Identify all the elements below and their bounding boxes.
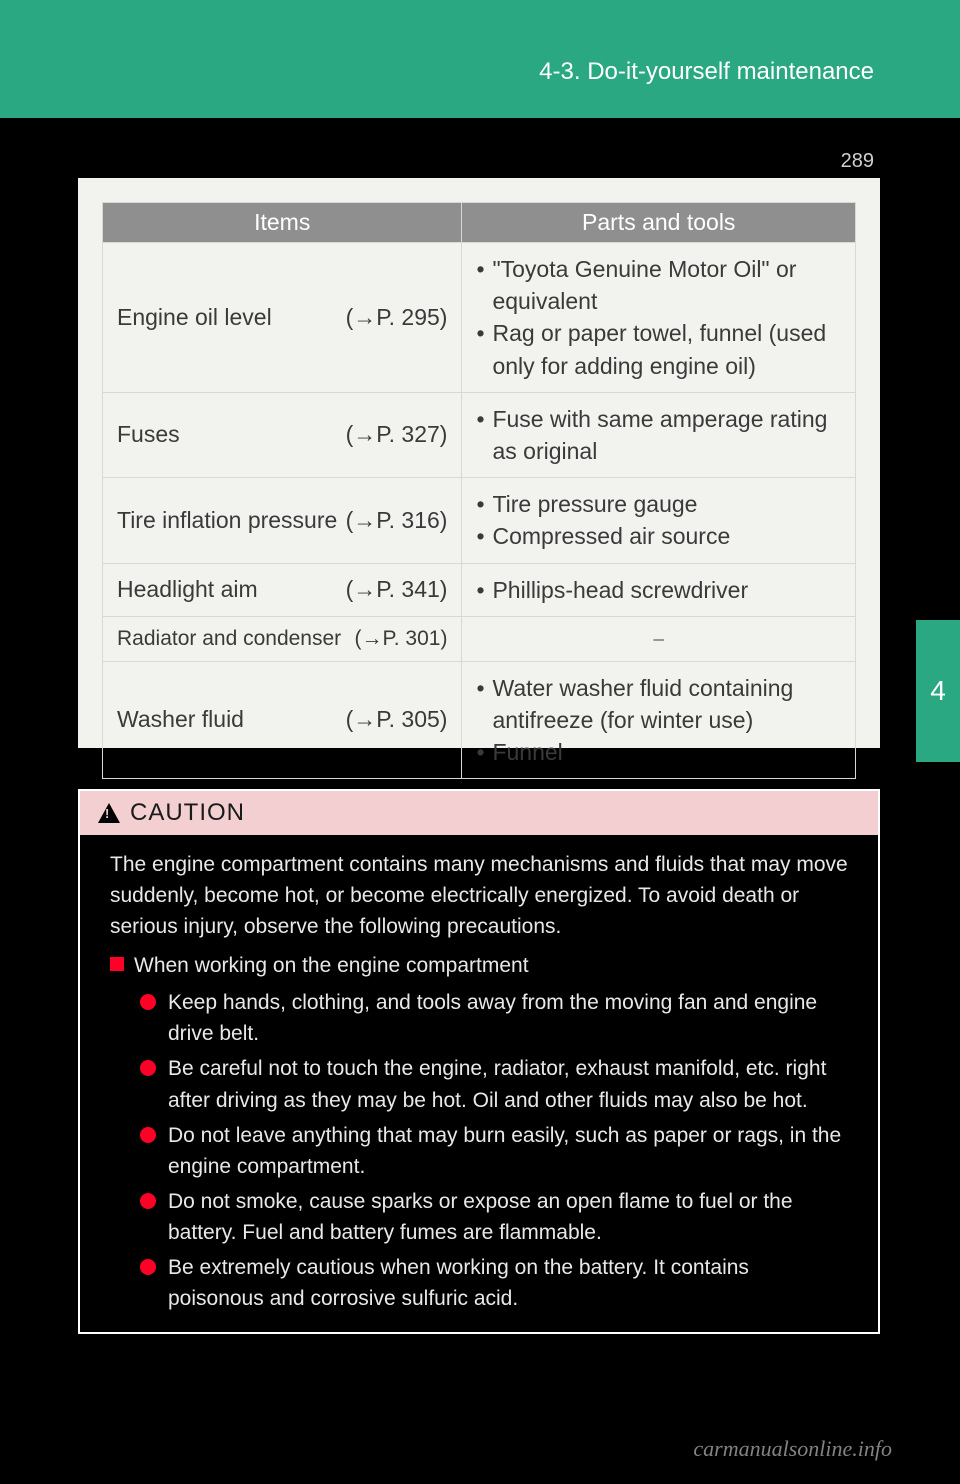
- tools-text: "Toyota Genuine Motor Oil" or equivalent: [492, 253, 841, 317]
- bullet-dot-icon: •: [476, 253, 492, 285]
- red-bullet-icon: [140, 994, 156, 1010]
- caution-bullet-text: Do not smoke, cause sparks or expose an …: [168, 1186, 848, 1248]
- tools-list-item: •Compressed air source: [476, 520, 841, 552]
- table-row: Headlight aim (→P. 341) •Phillips-head scr…: [103, 563, 856, 616]
- caution-header: ! CAUTION: [80, 791, 878, 835]
- bullet-dot-icon: •: [476, 317, 492, 349]
- tools-list: •Water washer fluid containing antifreez…: [476, 672, 841, 769]
- tools-cell: •Water washer fluid containing antifreez…: [462, 661, 856, 779]
- tools-cell: •Phillips-head screwdriver: [462, 563, 856, 616]
- tools-list-item: •Rag or paper towel, funnel (used only f…: [476, 317, 841, 381]
- tools-list-item: •Fuse with same amperage rating as origi…: [476, 403, 841, 467]
- tools-cell: ⎯: [462, 616, 856, 661]
- item-page-ref: (→P. 327): [346, 421, 448, 448]
- col-parts-header: Parts and tools: [462, 203, 856, 243]
- tools-text: Tire pressure gauge: [492, 488, 697, 520]
- item-name: Fuses: [117, 421, 180, 448]
- tools-list-item: •Water washer fluid containing antifreez…: [476, 672, 841, 736]
- maintenance-table: Items Parts and tools Engine oil level (→…: [102, 202, 856, 779]
- col-items-header: Items: [103, 203, 462, 243]
- tools-list: •Fuse with same amperage rating as origi…: [476, 403, 841, 467]
- tools-cell: •Tire pressure gauge•Compressed air sour…: [462, 478, 856, 563]
- table-row: Tire inflation pressure (→P. 316) •Tire pr…: [103, 478, 856, 563]
- caution-section-heading: When working on the engine compartment: [110, 950, 848, 981]
- tools-text: Water washer fluid containing antifreeze…: [492, 672, 841, 736]
- bullet-dot-icon: •: [476, 574, 492, 606]
- red-bullet-icon: [140, 1060, 156, 1076]
- item-cell: Washer fluid (→P. 305): [103, 661, 462, 779]
- caution-list-item: Do not leave anything that may burn easi…: [140, 1120, 848, 1182]
- item-name: Radiator and condenser: [117, 627, 341, 651]
- item-page-ref: (→P. 341): [346, 576, 448, 603]
- tools-text: Phillips-head screwdriver: [492, 574, 748, 606]
- table-row: Washer fluid (→P. 305) •Water washer fluid…: [103, 661, 856, 779]
- caution-title: CAUTION: [130, 799, 245, 827]
- tools-cell: •Fuse with same amperage rating as origi…: [462, 392, 856, 477]
- tools-list-item: •Phillips-head screwdriver: [476, 574, 841, 606]
- item-page-ref: (→P. 301): [354, 627, 447, 651]
- item-name: Engine oil level: [117, 304, 272, 331]
- caution-box: ! CAUTION The engine compartment contain…: [78, 789, 880, 1334]
- bullet-dot-icon: •: [476, 488, 492, 520]
- chapter-tab-label: 4: [930, 675, 946, 707]
- watermark: carmanualsonline.info: [693, 1436, 892, 1462]
- item-cell: Engine oil level (→P. 295): [103, 243, 462, 393]
- tools-list: •Phillips-head screwdriver: [476, 574, 841, 606]
- caution-bullet-text: Keep hands, clothing, and tools away fro…: [168, 987, 848, 1049]
- bullet-dot-icon: •: [476, 403, 492, 435]
- red-bullet-icon: [140, 1127, 156, 1143]
- caution-bullet-text: Do not leave anything that may burn easi…: [168, 1120, 848, 1182]
- tools-cell: •"Toyota Genuine Motor Oil" or equivalen…: [462, 243, 856, 393]
- table-row: Fuses (→P. 327) •Fuse with same amperage r…: [103, 392, 856, 477]
- caution-list-item: Keep hands, clothing, and tools away fro…: [140, 987, 848, 1049]
- bullet-dot-icon: •: [476, 672, 492, 704]
- warning-icon: !: [98, 803, 120, 823]
- tools-text: Compressed air source: [492, 520, 730, 552]
- item-cell: Radiator and condenser (→P. 301): [103, 616, 462, 661]
- item-name: Washer fluid: [117, 706, 244, 733]
- item-cell: Tire inflation pressure (→P. 316): [103, 478, 462, 563]
- caution-intro: The engine compartment contains many mec…: [110, 849, 848, 942]
- item-page-ref: (→P. 295): [346, 304, 448, 331]
- tools-text: Rag or paper towel, funnel (used only fo…: [492, 317, 841, 381]
- tools-list: •Tire pressure gauge•Compressed air sour…: [476, 488, 841, 552]
- header-band: 4-3. Do-it-yourself maintenance: [0, 0, 960, 118]
- red-bullet-icon: [140, 1259, 156, 1275]
- bullet-dot-icon: •: [476, 736, 492, 768]
- square-bullet-icon: [110, 957, 124, 971]
- caution-bullet-text: Be careful not to touch the engine, radi…: [168, 1053, 848, 1115]
- caution-section-title: When working on the engine compartment: [134, 950, 529, 981]
- red-bullet-icon: [140, 1193, 156, 1209]
- table-row: Engine oil level (→P. 295) •"Toyota Genuin…: [103, 243, 856, 393]
- caution-body: The engine compartment contains many mec…: [80, 835, 878, 1332]
- bullet-dot-icon: •: [476, 520, 492, 552]
- caution-bullet-text: Be extremely cautious when working on th…: [168, 1252, 848, 1314]
- item-page-ref: (→P. 316): [346, 507, 448, 534]
- table-row: Radiator and condenser (→P. 301) ⎯: [103, 616, 856, 661]
- item-cell: Fuses (→P. 327): [103, 392, 462, 477]
- tools-list-item: •"Toyota Genuine Motor Oil" or equivalen…: [476, 253, 841, 317]
- item-cell: Headlight aim (→P. 341): [103, 563, 462, 616]
- section-title: 4-3. Do-it-yourself maintenance: [539, 58, 874, 86]
- caution-list-item: Be extremely cautious when working on th…: [140, 1252, 848, 1314]
- tools-list-item: •Tire pressure gauge: [476, 488, 841, 520]
- item-page-ref: (→P. 305): [346, 706, 448, 733]
- item-name: Tire inflation pressure: [117, 507, 337, 534]
- tools-text: Funnel: [492, 736, 562, 768]
- caution-bullet-list: Keep hands, clothing, and tools away fro…: [140, 987, 848, 1314]
- chapter-tab: 4: [916, 620, 960, 762]
- item-name: Headlight aim: [117, 576, 258, 603]
- tools-text: Fuse with same amperage rating as origin…: [492, 403, 841, 467]
- tools-list: •"Toyota Genuine Motor Oil" or equivalen…: [476, 253, 841, 382]
- maintenance-table-panel: Items Parts and tools Engine oil level (→…: [78, 178, 880, 748]
- page-number: 289: [841, 150, 874, 173]
- tools-list-item: •Funnel: [476, 736, 841, 768]
- caution-list-item: Do not smoke, cause sparks or expose an …: [140, 1186, 848, 1248]
- caution-list-item: Be careful not to touch the engine, radi…: [140, 1053, 848, 1115]
